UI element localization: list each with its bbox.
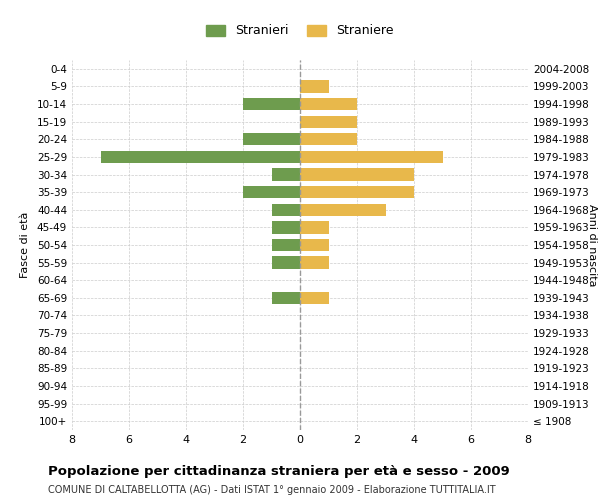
Bar — [300, 116, 357, 128]
Text: Popolazione per cittadinanza straniera per età e sesso - 2009: Popolazione per cittadinanza straniera p… — [48, 465, 510, 478]
Bar — [243, 133, 300, 145]
Legend: Stranieri, Straniere: Stranieri, Straniere — [200, 18, 400, 44]
Y-axis label: Anni di nascita: Anni di nascita — [587, 204, 596, 286]
Bar — [300, 168, 414, 180]
Bar — [271, 168, 300, 180]
Y-axis label: Fasce di età: Fasce di età — [20, 212, 30, 278]
Bar — [300, 186, 414, 198]
Bar — [271, 239, 300, 251]
Bar — [271, 292, 300, 304]
Bar — [271, 256, 300, 269]
Bar — [243, 186, 300, 198]
Bar — [101, 150, 300, 163]
Bar — [300, 221, 329, 234]
Bar — [300, 292, 329, 304]
Text: COMUNE DI CALTABELLOTTA (AG) - Dati ISTAT 1° gennaio 2009 - Elaborazione TUTTITA: COMUNE DI CALTABELLOTTA (AG) - Dati ISTA… — [48, 485, 496, 495]
Bar — [300, 256, 329, 269]
Bar — [300, 150, 443, 163]
Bar — [243, 98, 300, 110]
Bar — [271, 204, 300, 216]
Bar — [300, 98, 357, 110]
Bar — [300, 133, 357, 145]
Bar — [300, 239, 329, 251]
Bar — [300, 80, 329, 92]
Bar — [271, 221, 300, 234]
Bar — [300, 204, 386, 216]
